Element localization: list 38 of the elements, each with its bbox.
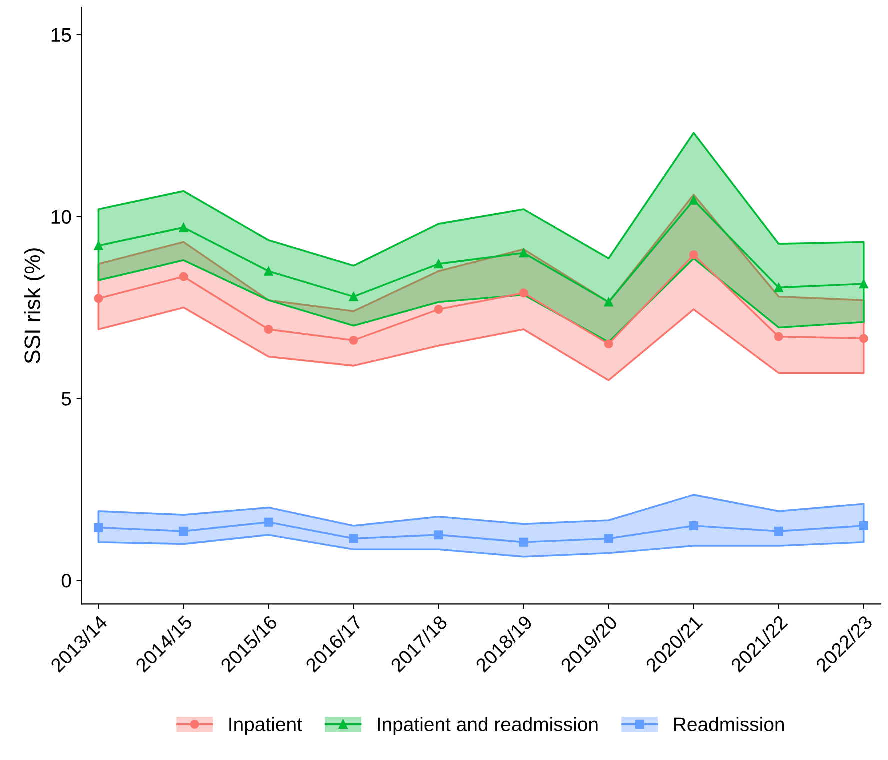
y-tick-label: 5 xyxy=(62,392,72,406)
legend-label: Readmission xyxy=(674,717,784,732)
point xyxy=(264,518,274,527)
point xyxy=(179,526,188,536)
point xyxy=(689,250,698,260)
legend-label: Inpatient and readmission xyxy=(378,717,598,736)
y-tick-label: 10 xyxy=(52,210,72,224)
point xyxy=(349,336,358,345)
point xyxy=(94,294,104,304)
point xyxy=(774,526,784,536)
y-tick-label: 15 xyxy=(52,28,72,42)
point xyxy=(689,521,698,530)
point xyxy=(774,332,784,342)
point xyxy=(689,196,698,205)
point xyxy=(434,530,444,540)
point xyxy=(179,223,188,232)
point xyxy=(774,283,784,292)
point xyxy=(264,325,274,334)
point xyxy=(604,298,614,307)
point xyxy=(434,305,444,314)
point xyxy=(859,280,868,289)
point xyxy=(859,521,868,530)
point xyxy=(349,292,358,302)
point xyxy=(179,272,188,282)
legend-label: Inpatient xyxy=(230,717,302,736)
point xyxy=(859,334,868,344)
point xyxy=(434,260,444,269)
y-axis-title: SSI risk (%) xyxy=(24,248,45,364)
point xyxy=(604,534,614,544)
point xyxy=(94,241,104,250)
point xyxy=(349,534,358,544)
point xyxy=(519,538,528,547)
point xyxy=(604,340,614,349)
point xyxy=(264,266,274,276)
point xyxy=(519,248,528,258)
point xyxy=(519,288,528,298)
point xyxy=(94,523,104,532)
y-tick-label: 0 xyxy=(62,574,72,588)
